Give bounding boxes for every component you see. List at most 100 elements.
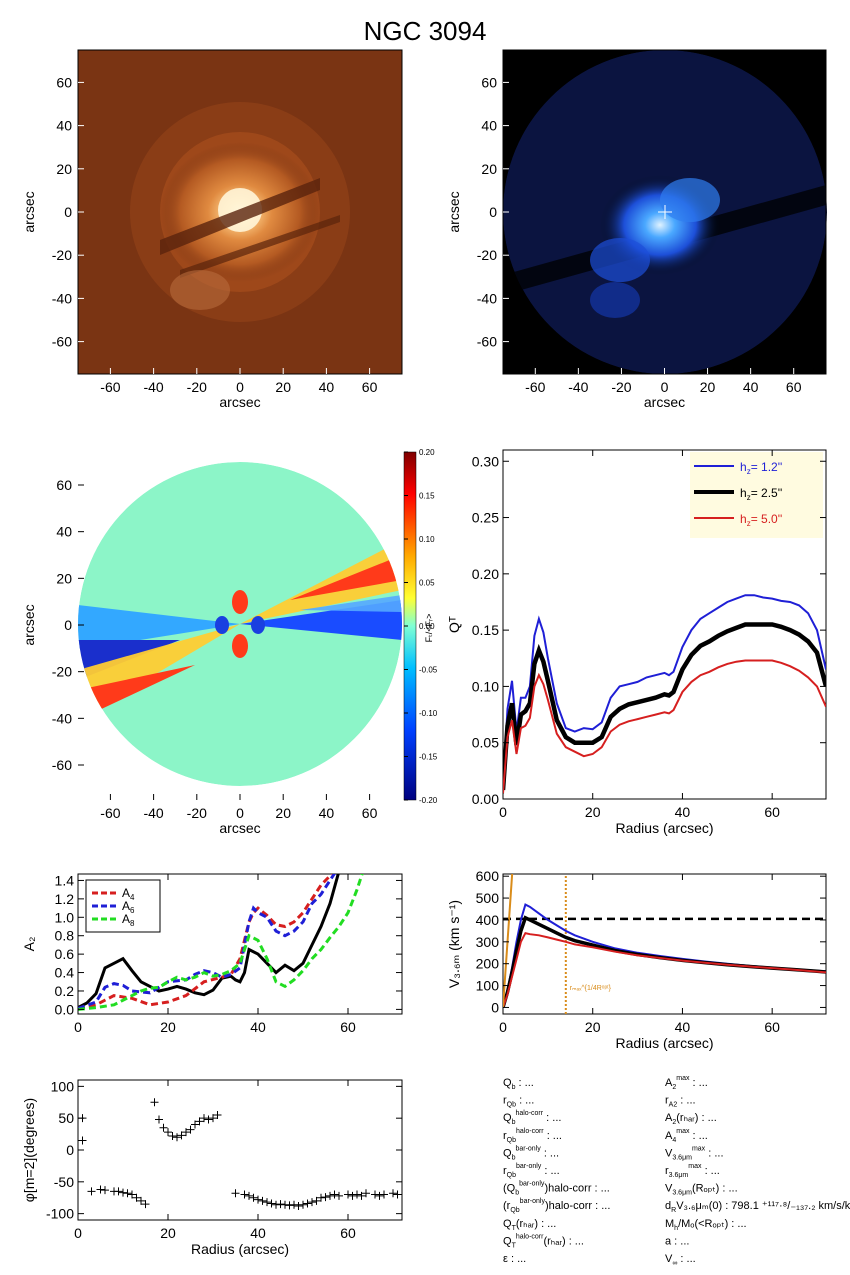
y-tick-label: -20 [477,247,497,263]
x-tick-label: 20 [275,805,291,821]
x-tick-label: -20 [187,379,207,395]
phase-point [312,1196,321,1205]
parameter-row: V3.6μm(Rₒₚₜ) : ... [665,1183,738,1197]
amplitude-a8-line [78,874,364,1011]
parameter-row: QT(rₕₐᵣ) : ... [503,1218,556,1232]
amplitude-legend-sub: 6 [130,906,135,915]
colorbar-tick-label: 0.15 [419,492,435,501]
x-tick-label: -40 [143,379,163,395]
rotation-series-line [503,915,826,1008]
y-tick-label: 0.4 [55,965,75,981]
x-tick-label: 0 [236,379,244,395]
phase-point [123,1189,132,1198]
colorbar-tick-label: -0.15 [419,753,438,762]
phase-point [290,1200,298,1209]
parameter-subscript: Qb [507,1137,516,1144]
y-tick-label: 60 [56,74,72,90]
phase-point [155,1115,163,1124]
phase-point [249,1193,258,1202]
parameter-row: rQbhalo-corr : ... [503,1128,562,1144]
parameter-symbol: V [665,1147,673,1159]
parameter-subscript: 2 [672,1084,676,1091]
parameter-row: A2(rₕₐᵣ) : ... [665,1112,717,1126]
parameter-value: : ... [702,1165,720,1177]
y-tick-label: 1.0 [55,909,75,925]
parameter-value: : ... [541,1165,559,1177]
y-tick-label: 1.2 [55,891,75,907]
parameter-row: V3.6μmmax : ... [665,1145,724,1161]
y-tick-label: 40 [56,524,72,540]
x-tick-label: 60 [362,805,378,821]
parameter-row: Qb : ... [503,1077,534,1091]
y-tick-label: 0 [64,204,72,220]
x-tick-label: 40 [319,805,335,821]
phase-point [209,1114,217,1123]
phase-point [357,1191,366,1200]
parameter-subscript: b [512,1154,516,1161]
phase-point [362,1189,370,1198]
phase-point [240,1190,249,1199]
parameter-symbol: Q [503,1218,512,1230]
phase-point [299,1200,307,1209]
x-tick-label: 60 [340,1225,356,1241]
qt-frame [502,449,827,800]
y-tick-label: 0.30 [472,453,499,469]
qt-legend-sub: z [747,519,751,528]
parameter-symbol: A [665,1077,673,1089]
parameter-symbol: A [665,1130,673,1142]
y-axis-label: arcsec [21,191,37,232]
parameter-value: /Mₒ(<Rₒₚₜ) : ... [678,1218,747,1230]
qt-legend: hz= 1.2''hz= 2.5''hz= 5.0'' [690,452,823,538]
y-tick-label: 0 [491,999,499,1015]
parameter-row: rQb : ... [503,1095,534,1109]
parameter-subscript: 3.6μm [672,1154,692,1161]
parameter-superscript: bar-only [516,1163,542,1170]
phase-point [177,1131,186,1140]
parameter-superscript: max [676,1128,690,1135]
parameter-row: dRV₃.₆μₘ(0) : 798.1 ⁺¹¹⁷·⁸/₋₁₃₇.₂ km/s/k… [665,1200,850,1214]
qt-legend-h: h [740,460,747,474]
y-tick-label: -20 [52,664,72,680]
x-axis-label: arcsec [219,394,260,410]
parameter-row: rA2 : ... [665,1095,696,1109]
figure-title: NGC 3094 [364,16,487,46]
y-tick-label: 200 [476,956,500,972]
x-tick-label: -60 [100,805,120,821]
qt-legend-value: = 5.0'' [751,512,783,526]
image-axes: -60 60 -40 40 -20 20 0 0 20 -20 40 -40 60 -60 arcsec ar… [21,49,827,836]
parameter-subscript: h [674,1225,678,1232]
parameter-row: (rQbbar-only)halo-corr : ... [503,1198,610,1214]
parameter-subscript: 3.6μm [672,1190,692,1197]
phase-point [114,1187,123,1196]
parameter-symbol: a [665,1235,672,1247]
parameter-symbol: Q [503,1235,512,1247]
amplitude-legend-sub: 4 [130,893,135,902]
x-tick-label: -60 [525,379,545,395]
parameter-symbol: r [503,1165,507,1177]
y-axis-label: arcsec [446,191,462,232]
parameter-symbol: r [665,1095,669,1107]
phase-point [182,1128,190,1137]
parameter-row: a : ... [665,1235,689,1247]
amplitude-frame [77,873,403,1015]
phase-point [159,1123,168,1132]
phase-point [173,1133,181,1142]
parameter-symbol: (Q [503,1183,516,1195]
x-tick-label: 20 [160,1225,176,1241]
parameter-superscript: max [676,1075,690,1082]
rotation-rmax-annotation: rₘₐₓ^{1/4Rᵒᵖᵗ} [570,985,612,992]
phase-point [101,1186,109,1195]
y-tick-label: 0.0 [55,1001,75,1017]
parameter-row: (Qbbar-only)halo-corr : ... [503,1181,610,1197]
parameter-symbol: r [665,1165,669,1177]
stellar-image-panel [78,50,402,374]
qt-series-line [503,622,826,791]
phase-point [191,1120,199,1129]
parameter-value: : ... [671,1235,689,1247]
x-tick-label: 40 [250,1019,266,1035]
parameter-value: : ... [677,1095,695,1107]
amplitude-legend-label: A8 [122,912,135,928]
rotation-series-group [503,874,826,1014]
parameter-row: V∞ : ... [665,1253,696,1267]
